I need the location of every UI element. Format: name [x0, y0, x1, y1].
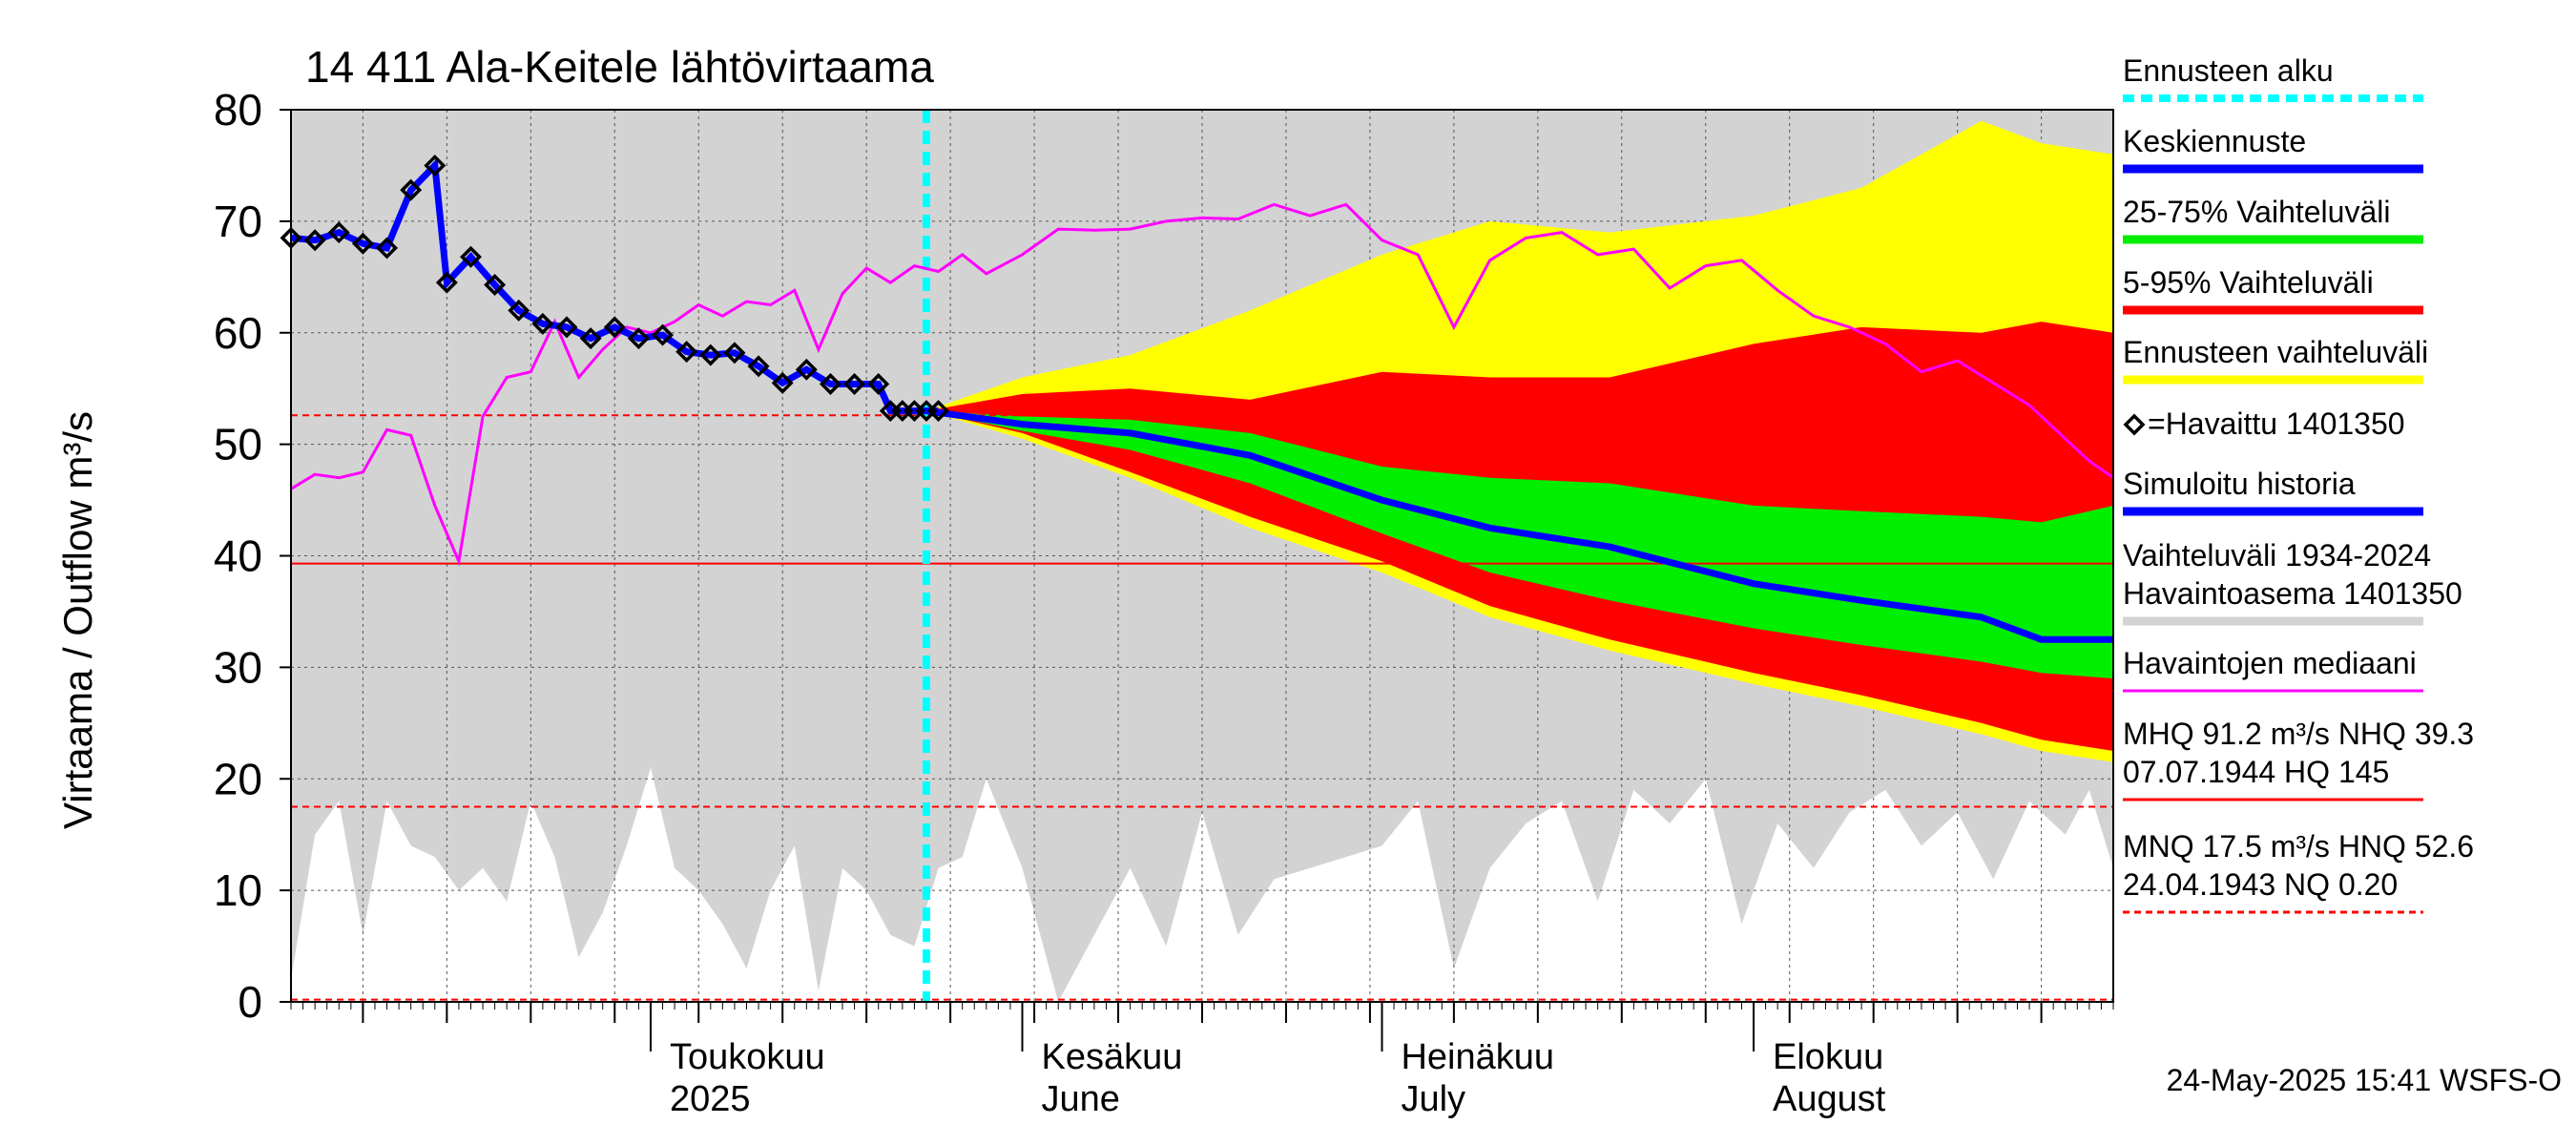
y-axis-label: Virtaama / Outflow m³/s	[55, 411, 100, 829]
observed-point	[555, 316, 578, 339]
legend-label: Ennusteen vaihteluväli	[2123, 335, 2428, 369]
x-month-label-en: June	[1042, 1079, 1120, 1119]
observed-point	[435, 271, 458, 294]
x-month-label-en: 2025	[670, 1079, 751, 1119]
timestamp: 24-May-2025 15:41 WSFS-O	[2167, 1063, 2562, 1097]
legend-label: MHQ 91.2 m³/s NHQ 39.3	[2123, 717, 2474, 751]
mean-forecast-line	[925, 407, 2113, 643]
p25-75-band	[926, 410, 2113, 679]
observed-point	[579, 327, 602, 350]
y-tick-label: 0	[238, 977, 262, 1027]
x-month-label: Kesäkuu	[1042, 1037, 1183, 1077]
y-tick-label: 50	[214, 420, 262, 469]
observed-point	[424, 154, 447, 177]
observed-point	[675, 341, 698, 364]
observed-point	[723, 342, 746, 364]
legend-label: Keskiennuste	[2123, 124, 2306, 158]
simulated-history-line	[291, 157, 939, 415]
y-tick-label: 70	[214, 197, 262, 246]
legend-label: Vaihteluväli 1934-2024	[2123, 538, 2431, 572]
observed-point	[819, 373, 841, 395]
observed-point	[603, 316, 626, 339]
x-month-label-en: July	[1401, 1079, 1465, 1119]
observed-point	[867, 373, 890, 395]
series-lines-layer	[291, 110, 2113, 1002]
legend-label: Havaintojen mediaani	[2123, 646, 2417, 680]
observed-point	[327, 221, 350, 244]
x-month-label: Elokuu	[1773, 1037, 1883, 1077]
observed-point	[627, 327, 650, 350]
observed-point	[531, 312, 554, 335]
y-tick-label: 40	[214, 531, 262, 581]
reference-lines	[291, 414, 2113, 1001]
legend-marker	[2123, 413, 2146, 436]
legend-label: Havaintoasema 1401350	[2123, 576, 2462, 611]
observed-point	[927, 400, 950, 423]
observed-point	[400, 178, 423, 201]
median-line	[291, 202, 2113, 567]
observed-point	[652, 323, 675, 346]
observed-point	[771, 371, 794, 394]
observed-point	[508, 299, 530, 322]
legend-label: Simuloitu historia	[2123, 467, 2356, 501]
observed-point	[795, 358, 818, 381]
chart-title: 14 411 Ala-Keitele lähtövirtaama	[305, 42, 934, 92]
observed-point	[376, 237, 399, 260]
observed-point	[303, 229, 326, 252]
y-tick-label: 30	[214, 642, 262, 692]
legend-label: 25-75% Vaihteluväli	[2123, 195, 2390, 229]
observed-point	[484, 274, 507, 296]
observed-point	[699, 344, 722, 366]
legend-label: Ennusteen alku	[2123, 53, 2334, 88]
y-tick-label: 20	[214, 754, 262, 803]
observed-point	[747, 355, 770, 378]
legend-label: =Havaittu 1401350	[2148, 406, 2405, 441]
observed-point	[843, 373, 866, 395]
legend-label: 5-95% Vaihteluväli	[2123, 265, 2374, 300]
x-month-label: Toukokuu	[670, 1037, 825, 1077]
forecast-bands-layer	[926, 120, 2113, 762]
observed-markers	[280, 154, 950, 423]
x-month-label: Heinäkuu	[1401, 1037, 1554, 1077]
y-tick-label: 80	[214, 85, 262, 135]
observed-point	[460, 245, 482, 268]
observed-point	[351, 232, 374, 255]
legend-label: 24.04.1943 NQ 0.20	[2123, 867, 2398, 902]
legend-label: 07.07.1944 HQ 145	[2123, 755, 2389, 789]
legend-label: MNQ 17.5 m³/s HNQ 52.6	[2123, 829, 2474, 864]
legend: Ennusteen alku Keskiennuste 25-75% Vaihtel…	[2123, 53, 2474, 914]
y-tick-label: 10	[214, 865, 262, 915]
y-tick-label: 60	[214, 308, 262, 358]
y-axis: 0 10 20 30 40 50 60 70 80	[214, 85, 291, 1027]
x-month-label-en: August	[1773, 1079, 1886, 1119]
